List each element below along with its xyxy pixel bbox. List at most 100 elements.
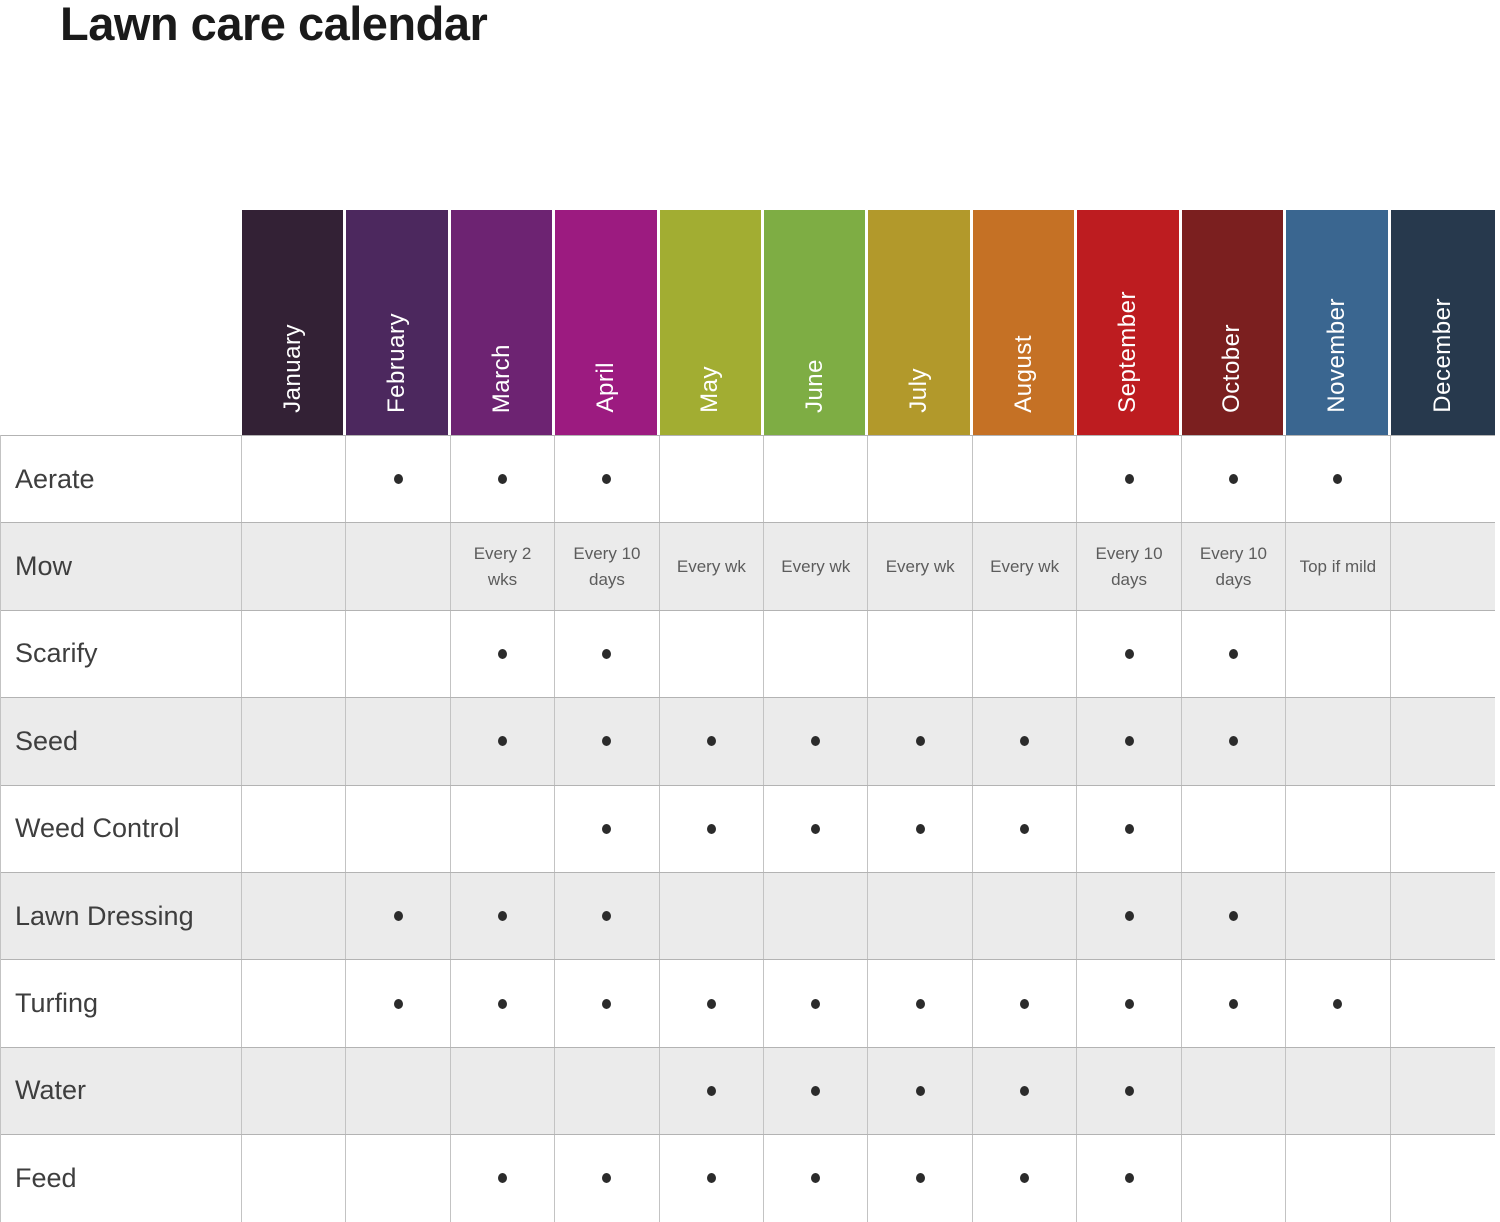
- frequency-text: Every wk: [885, 556, 955, 576]
- calendar-cell-august: Every wk: [973, 523, 1078, 610]
- month-header-may: May: [659, 210, 765, 435]
- task-label: Feed: [1, 1135, 242, 1222]
- calendar-cell-october: [1182, 872, 1287, 960]
- calendar-cell-march: [451, 872, 556, 960]
- dot-marker: [602, 998, 612, 1009]
- calendar-cell-july: [868, 698, 973, 785]
- calendar-cell-january: [242, 1047, 347, 1135]
- frequency-text: Top if mild: [1299, 556, 1377, 576]
- calendar-cell-january: [242, 610, 347, 698]
- calendar-cell-july: [868, 1047, 973, 1135]
- calendar-cell-july: [868, 960, 973, 1047]
- frequency-text: Every 2 wks: [473, 544, 532, 589]
- calendar-cell-may: [660, 610, 765, 698]
- calendar-cell-december: [1391, 873, 1495, 959]
- calendar-cell-october: [1182, 610, 1287, 698]
- month-label: September: [1114, 291, 1142, 413]
- month-label: March: [487, 343, 515, 413]
- task-label: Aerate: [1, 436, 242, 523]
- calendar-cell-may: [660, 1047, 765, 1135]
- calendar-cell-december: [1391, 786, 1495, 872]
- dot-marker: [602, 1173, 612, 1184]
- calendar-cell-april: [555, 960, 660, 1047]
- frequency-text: Every 10 days: [1095, 544, 1163, 589]
- task-label: Turfing: [1, 960, 242, 1047]
- dot-marker: [706, 1173, 716, 1184]
- calendar-cell-august: [973, 1047, 1078, 1135]
- calendar-cell-june: [764, 872, 869, 960]
- calendar-cell-july: [868, 610, 973, 698]
- task-label: Scarify: [1, 610, 242, 698]
- dot-marker: [1124, 823, 1134, 834]
- dot-marker: [1228, 474, 1238, 485]
- calendar-cell-october: [1182, 698, 1287, 785]
- month-header-march: March: [450, 210, 556, 435]
- task-label: Water: [1, 1047, 242, 1135]
- dot-marker: [1228, 911, 1238, 922]
- dot-marker: [1124, 911, 1134, 922]
- calendar-cell-july: Every wk: [868, 523, 973, 610]
- frequency-text: Every wk: [676, 556, 746, 576]
- calendar-cell-november: [1286, 436, 1391, 523]
- frequency-text: Every wk: [990, 556, 1060, 576]
- calendar-cell-february: [346, 523, 451, 610]
- dot-marker: [602, 823, 612, 834]
- month-label: December: [1428, 298, 1456, 413]
- month-header-october: October: [1181, 210, 1287, 435]
- dot-marker: [1124, 648, 1134, 659]
- calendar-cell-june: [764, 436, 869, 523]
- month-label: June: [800, 358, 828, 413]
- dot-marker: [1124, 1085, 1134, 1096]
- dot-marker: [1020, 1173, 1030, 1184]
- calendar-cell-march: [451, 960, 556, 1047]
- dot-marker: [1020, 1085, 1030, 1096]
- calendar-cell-october: [1182, 960, 1287, 1047]
- dot-marker: [706, 998, 716, 1009]
- calendar-cell-may: [660, 960, 765, 1047]
- calendar-cell-january: [242, 523, 347, 610]
- dot-marker: [706, 736, 716, 747]
- task-label: Lawn Dressing: [1, 872, 242, 960]
- calendar-cell-july: [868, 785, 973, 872]
- task-row-water: Water: [1, 1046, 1495, 1135]
- calendar-cell-august: [973, 436, 1078, 523]
- calendar-cell-august: [973, 872, 1078, 960]
- calendar-cell-september: [1077, 960, 1182, 1047]
- calendar-cell-january: [242, 785, 347, 872]
- calendar-cell-april: [555, 698, 660, 785]
- month-header-row: January February March April May June July Augu…: [0, 210, 1495, 435]
- calendar-cell-march: [451, 436, 556, 523]
- task-row-weed-control: Weed Control: [1, 784, 1495, 872]
- calendar-cell-november: [1286, 698, 1391, 785]
- calendar-cell-september: [1077, 785, 1182, 872]
- dot-marker: [498, 998, 508, 1009]
- calendar-cell-june: [764, 698, 869, 785]
- calendar-cell-july: [868, 1135, 973, 1222]
- calendar-cell-april: [555, 1047, 660, 1135]
- task-row-turfing: Turfing: [1, 959, 1495, 1047]
- task-row-aerate: Aerate: [1, 435, 1495, 523]
- calendar-cell-january: [242, 436, 347, 523]
- calendar-cell-august: [973, 610, 1078, 698]
- dot-marker: [811, 1085, 821, 1096]
- calendar-cell-december: [1391, 1048, 1495, 1134]
- calendar-cell-december: [1391, 436, 1495, 522]
- dot-marker: [1333, 474, 1343, 485]
- calendar-cell-may: [660, 436, 765, 523]
- calendar-cell-september: Every 10 days: [1077, 523, 1182, 610]
- dot-marker: [1228, 998, 1238, 1009]
- calendar-cell-march: [451, 698, 556, 785]
- dot-marker: [498, 1173, 508, 1184]
- task-row-mow: Mow Every 2 wks Every 10 days Every wk Every…: [1, 522, 1495, 610]
- calendar-cell-january: [242, 1135, 347, 1222]
- calendar-cell-july: [868, 436, 973, 523]
- calendar-cell-may: Every wk: [660, 523, 765, 610]
- calendar-cell-november: [1286, 610, 1391, 698]
- calendar-cell-june: [764, 610, 869, 698]
- calendar-cell-december: [1391, 960, 1495, 1046]
- calendar-cell-february: [346, 610, 451, 698]
- dot-marker: [706, 1085, 716, 1096]
- calendar-cell-june: Every wk: [764, 523, 869, 610]
- month-label: July: [905, 368, 933, 413]
- calendar-cell-november: Top if mild: [1286, 523, 1391, 610]
